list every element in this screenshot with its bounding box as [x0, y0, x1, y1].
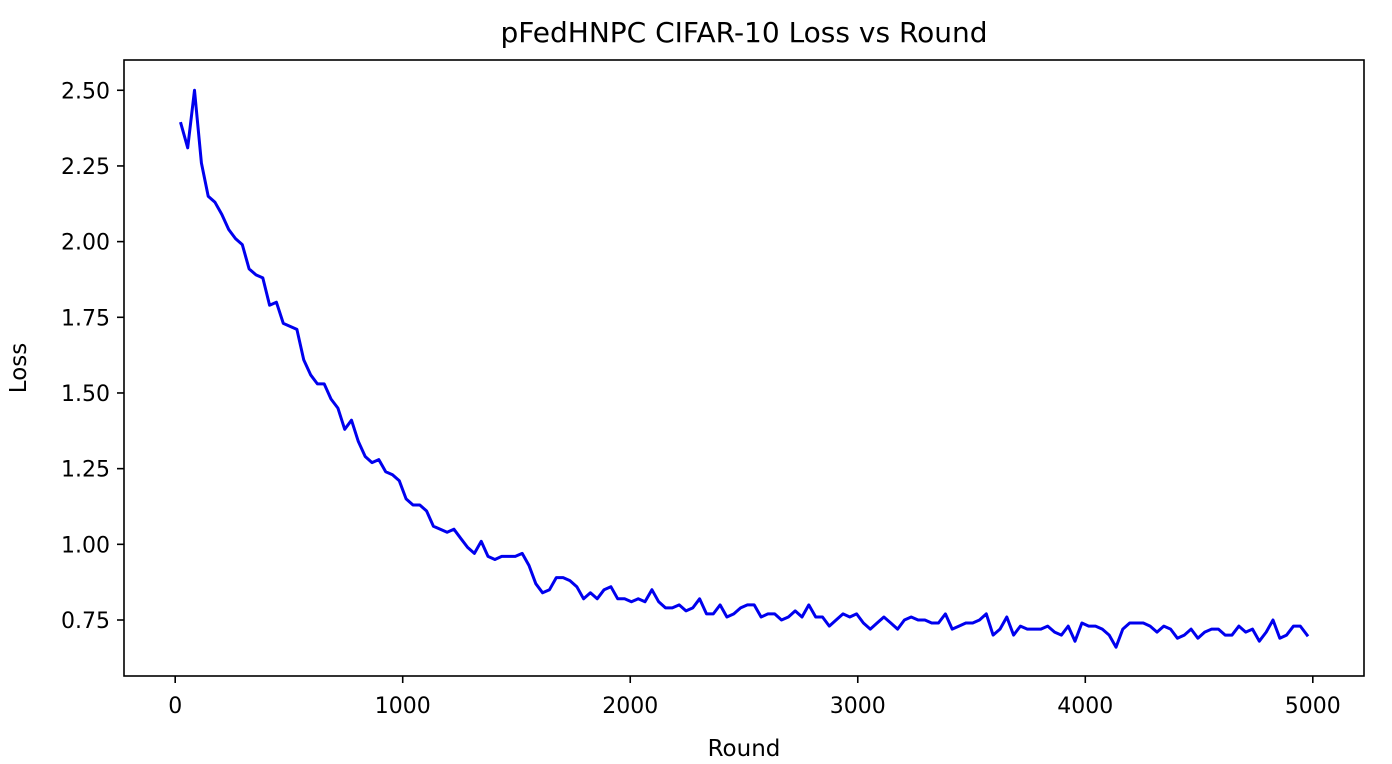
- y-tick-label: 1.50: [61, 382, 110, 407]
- y-axis-label: Loss: [6, 343, 32, 393]
- y-tick-label: 2.00: [61, 231, 110, 256]
- plot-area-frame: [123, 59, 1365, 677]
- x-tick-label: 3000: [830, 694, 886, 719]
- x-tick-label: 5000: [1285, 694, 1341, 719]
- chart-title: pFedHNPC CIFAR-10 Loss vs Round: [500, 16, 987, 49]
- y-tick-label: 0.75: [61, 609, 110, 634]
- x-tick-label: 0: [168, 694, 182, 719]
- loss-series-line: [179, 88, 1310, 649]
- y-tick-label: 1.00: [61, 533, 110, 558]
- y-tick-label: 1.25: [61, 458, 110, 483]
- x-tick-label: 2000: [602, 694, 658, 719]
- y-tick-label: 2.25: [61, 155, 110, 180]
- x-axis: 0 1000 2000 3000 4000 5000: [168, 676, 1341, 719]
- x-tick-label: 4000: [1057, 694, 1113, 719]
- y-tick-label: 2.50: [61, 79, 110, 104]
- y-axis: 0.75 1.00 1.25 1.50 1.75 2.00 2.25 2.50: [61, 79, 124, 634]
- x-axis-label: Round: [708, 736, 781, 762]
- x-tick-label: 1000: [375, 694, 431, 719]
- y-tick-label: 1.75: [61, 306, 110, 331]
